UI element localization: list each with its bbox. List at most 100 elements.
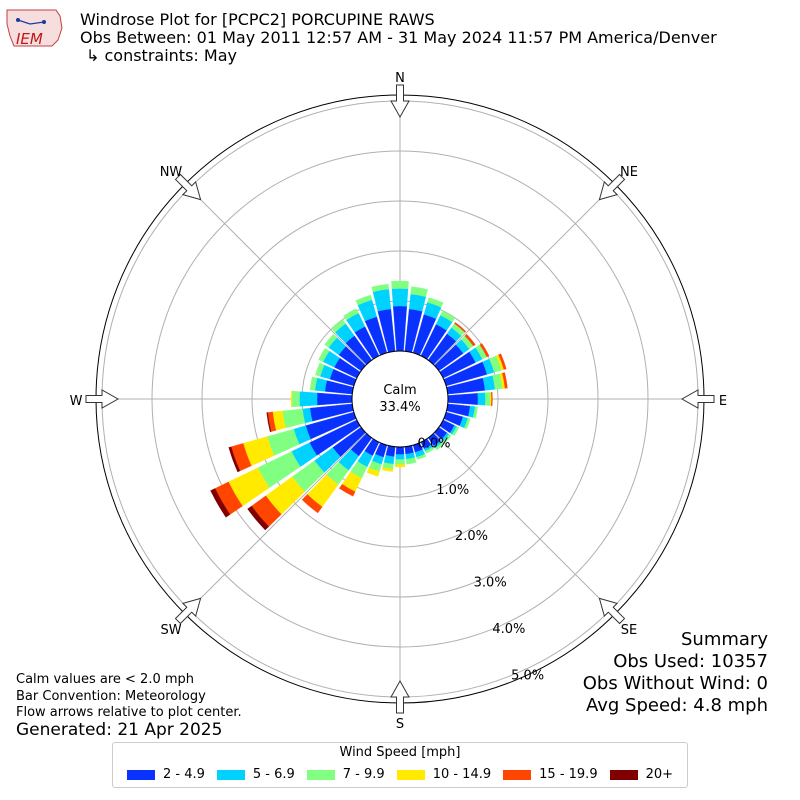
windrose-bar-segment	[301, 494, 323, 514]
windrose-bar-segment	[282, 408, 306, 429]
windrose-bar-segment	[464, 333, 476, 347]
chart-subtitle: Obs Between: 01 May 2011 12:57 AM - 31 M…	[80, 28, 717, 47]
legend-swatch	[306, 769, 335, 780]
compass-label-nw: NW	[160, 165, 183, 180]
iem-logo: IEM	[4, 6, 66, 50]
compass-arrow-icon	[174, 597, 202, 625]
radial-tick-label: 0.0%	[417, 437, 450, 452]
windrose-bar-segment	[355, 294, 373, 306]
compass-label-e: E	[719, 394, 727, 409]
windrose-bar-segment	[440, 310, 456, 323]
compass-label-se: SE	[621, 623, 637, 638]
windrose-bar-segment	[290, 390, 293, 408]
legend-label: 2 - 4.9	[162, 767, 205, 782]
summary-obs-without-wind: Obs Without Wind: 0	[582, 673, 768, 694]
compass-label-sw: SW	[160, 623, 181, 638]
legend-label: 15 - 19.9	[539, 767, 598, 782]
generated-date: Generated: 21 Apr 2025	[16, 720, 223, 740]
windrose-bar-segment	[502, 372, 508, 389]
legend-swatch	[216, 769, 245, 780]
windrose-bar-segment	[447, 393, 479, 405]
legend-item-5-6.9: 5 - 6.9	[216, 767, 295, 782]
chart-title: Windrose Plot for [PCPC2] PORCUPINE RAWS	[80, 10, 435, 29]
windrose-bar-segment	[443, 434, 452, 444]
legend-item-20-plus: 20+	[609, 767, 674, 782]
compass-label-ne: NE	[620, 165, 638, 180]
windrose-bar-segment	[479, 343, 490, 358]
summary-obs-used: Obs Used: 10357	[613, 651, 768, 672]
compass-arrow-icon	[390, 84, 410, 119]
windrose-bar-segment	[318, 347, 330, 362]
angular-grid-spoke	[433, 183, 616, 366]
windrose-bar-segment	[395, 446, 405, 455]
windrose-bar-segment	[366, 467, 380, 477]
compass-arrow-icon	[85, 389, 120, 409]
compass-label-s: S	[396, 717, 404, 732]
constraints-text: ↳ constraints: May	[86, 46, 237, 65]
angular-grid-spoke	[433, 432, 616, 615]
windrose-bar-segment	[451, 426, 460, 437]
windrose-bar-segment	[266, 412, 272, 433]
angular-grid-spoke	[184, 432, 367, 615]
legend-swatch	[396, 769, 425, 780]
windrose-bar-segment	[498, 353, 507, 370]
windrose-bar-segment	[385, 445, 396, 457]
calm-label: Calm	[383, 383, 417, 398]
windrose-bar-segment	[247, 505, 270, 531]
legend-swatch	[609, 769, 638, 780]
windrose-bar-segment	[405, 457, 417, 465]
windrose-bar-segment	[395, 459, 405, 465]
windrose-bar-segment	[454, 322, 467, 333]
compass-arrow-icon	[680, 389, 715, 409]
compass-label-w: W	[70, 394, 83, 409]
windrose-bar-segment	[394, 464, 406, 468]
radial-tick-label: 2.0%	[455, 529, 488, 544]
legend-swatch	[126, 769, 155, 780]
legend-title: Wind Speed [mph]	[339, 745, 461, 760]
legend-label: 7 - 9.9	[342, 767, 385, 782]
summary-title: Summary	[681, 629, 768, 650]
windrose-bar-segment	[473, 406, 478, 419]
windrose-bar-segment	[291, 390, 300, 408]
windrose-bar-segment	[372, 288, 392, 312]
windrose-bar-segment	[343, 308, 359, 321]
compass-arrow-icon	[390, 679, 410, 714]
bars-layer	[210, 280, 508, 531]
windrose-bar-segment	[331, 319, 346, 333]
radial-tick-label: 3.0%	[474, 576, 507, 591]
windrose-bar-segment	[395, 454, 405, 460]
windrose-bar-segment	[309, 376, 318, 391]
windrose-bar-segment	[425, 446, 435, 454]
windrose-bar-segment	[416, 453, 427, 460]
compass-arrow-icon	[598, 597, 626, 625]
legend-swatch	[503, 769, 532, 780]
windrose-bar-segment	[228, 446, 241, 473]
legend-item-2-4.9: 2 - 4.9	[126, 767, 205, 782]
legend-item-15-19.9: 15 - 19.9	[503, 767, 598, 782]
legend-label: 10 - 14.9	[432, 767, 492, 782]
overlay-layer: 0.0% 1.0% 2.0% 3.0% 4.0% 5.0% N NE E SE S SW W NW	[70, 71, 728, 732]
flow-arrows-note: Flow arrows relative to plot center.	[16, 705, 242, 720]
windrose-bar-segment	[381, 467, 394, 472]
windrose-bar-segment	[485, 392, 491, 406]
summary-avg-speed: Avg Speed: 4.8 mph	[586, 695, 768, 716]
windrose-bar-segment	[464, 418, 471, 430]
wind-speed-legend: Wind Speed [mph] 2 - 4.9 5 - 6.9 7 - 9.9…	[112, 742, 688, 788]
legend-item-7-9.9: 7 - 9.9	[306, 767, 385, 782]
windrose-bar-segment	[391, 280, 409, 289]
windrose-bar-segment	[339, 483, 356, 497]
windrose-bar-segment	[393, 305, 407, 352]
windrose-bar-segment	[477, 392, 486, 406]
compass-arrow-icon	[174, 173, 202, 201]
windrose-bar-segment	[391, 288, 409, 307]
windrose-bar-segment	[371, 283, 389, 293]
calm-value: 33.4%	[379, 400, 421, 415]
compass-arrow-icon	[598, 173, 626, 201]
legend-label: 20+	[645, 767, 674, 782]
legend-item-10-14.9: 10 - 14.9	[396, 767, 492, 782]
legend-label: 5 - 6.9	[252, 767, 295, 782]
windrose-bar-segment	[315, 362, 325, 377]
compass-label-n: N	[395, 71, 405, 86]
legend-items: 2 - 4.9 5 - 6.9 7 - 9.9 10 - 14.9 15 - 1…	[113, 767, 687, 782]
